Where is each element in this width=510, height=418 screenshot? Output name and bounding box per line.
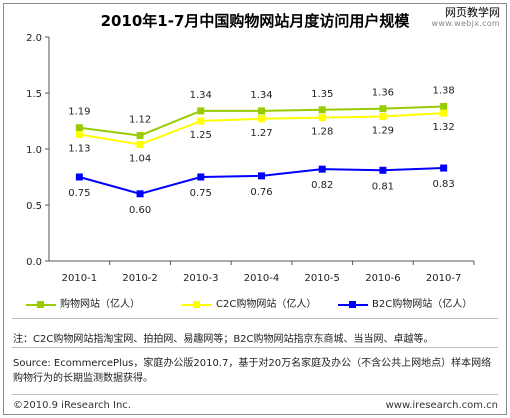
data-label: 0.75 — [68, 188, 90, 199]
legend-marker — [349, 301, 356, 308]
data-point — [440, 109, 448, 117]
data-label: 1.25 — [190, 130, 212, 141]
chart-legend: 购物网站（亿人） C2C购物网站（亿人） B2C购物网站（亿人） — [4, 298, 506, 312]
data-point — [75, 173, 83, 181]
data-label: 1.38 — [433, 85, 455, 96]
legend-marker — [193, 301, 200, 308]
data-label: 1.28 — [311, 127, 333, 138]
y-tick-label: 0.0 — [26, 257, 42, 268]
y-tick-label: 1.0 — [26, 145, 42, 156]
legend-label: 购物网站（亿人） — [60, 299, 140, 310]
data-point — [136, 141, 144, 149]
data-label: 0.81 — [372, 181, 394, 192]
data-point — [75, 130, 83, 138]
x-tick-label: 2010-4 — [244, 273, 279, 284]
data-label: 1.34 — [190, 90, 212, 101]
data-point — [197, 117, 205, 125]
chart-source: Source: EcommercePlus，家庭办公版2010.7，基于对20万… — [13, 358, 492, 384]
legend-label: B2C购物网站（亿人） — [372, 299, 473, 310]
chart-frame: 0.0 0.5 1.0 1.5 2.0 2010-1 2010-2 2010-3 2010-4 2… — [3, 3, 507, 415]
data-point — [379, 113, 387, 121]
data-point — [379, 105, 387, 113]
watermark-line-1: 网页教学网 — [445, 6, 500, 19]
divider — [12, 347, 498, 348]
data-label: 1.32 — [433, 122, 455, 133]
watermark-line-2: www.webjx.com — [431, 19, 500, 28]
data-label: 1.34 — [250, 90, 272, 101]
data-point — [197, 173, 205, 181]
chart-axes: 0.0 0.5 1.0 1.5 2.0 2010-1 2010-2 2010-3 2010-4 2… — [26, 33, 475, 284]
x-tick-label: 2010-3 — [183, 273, 218, 284]
x-tick-label: 2010-5 — [305, 273, 340, 284]
data-label: 1.29 — [372, 126, 394, 137]
data-label: 1.36 — [372, 88, 394, 99]
legend-label: C2C购物网站（亿人） — [216, 299, 317, 310]
data-label: 1.12 — [129, 115, 151, 126]
data-point — [75, 124, 83, 132]
data-label: 0.76 — [250, 187, 272, 198]
data-point — [258, 107, 265, 115]
x-tick-label: 2010-2 — [122, 273, 157, 284]
data-label: 1.35 — [311, 89, 333, 100]
data-label: 1.19 — [68, 107, 90, 118]
watermark: 网页教学网 www.webjx.com — [432, 7, 500, 29]
data-point — [440, 164, 448, 172]
y-tick-label: 0.5 — [26, 201, 42, 212]
data-point — [318, 106, 326, 114]
x-tick-label: 2010-6 — [365, 273, 400, 284]
data-label: 1.04 — [129, 154, 151, 165]
y-tick-label: 2.0 — [26, 33, 42, 44]
chart-series: 1.19 1.12 1.34 1.34 1.35 1.36 1.38 1.13 1.04 1.25… — [68, 85, 455, 215]
data-point — [258, 115, 265, 123]
data-label: 0.75 — [190, 188, 212, 199]
data-label: 1.27 — [250, 128, 272, 139]
data-point — [197, 107, 205, 115]
x-tick-label: 2010-7 — [426, 273, 461, 284]
chart-title: 2010年1-7月中国购物网站月度访问用户规模 — [100, 12, 410, 30]
copyright: ©2010.9 iResearch Inc. — [13, 400, 131, 411]
site-url: www.iresearch.com.cn — [385, 400, 498, 411]
x-tick-label: 2010-1 — [62, 273, 97, 284]
chart-note: 注：C2C购物网站指淘宝网、拍拍网、易趣网等；B2C购物网站指京东商城、当当网、… — [13, 334, 434, 345]
y-tick-label: 1.5 — [26, 89, 42, 100]
data-point — [318, 165, 326, 173]
divider — [12, 318, 498, 319]
data-point — [318, 114, 326, 122]
divider — [12, 394, 498, 395]
legend-marker — [37, 301, 44, 308]
data-point — [440, 102, 448, 110]
data-point — [136, 132, 144, 140]
data-label: 0.60 — [129, 205, 151, 216]
data-label: 0.83 — [433, 179, 455, 190]
line-chart: 0.0 0.5 1.0 1.5 2.0 2010-1 2010-2 2010-3 2010-4 2… — [26, 33, 475, 284]
data-point — [258, 172, 265, 180]
data-label: 1.13 — [68, 143, 90, 154]
data-point — [379, 166, 387, 174]
data-point — [136, 190, 144, 198]
data-label: 0.82 — [311, 180, 333, 191]
